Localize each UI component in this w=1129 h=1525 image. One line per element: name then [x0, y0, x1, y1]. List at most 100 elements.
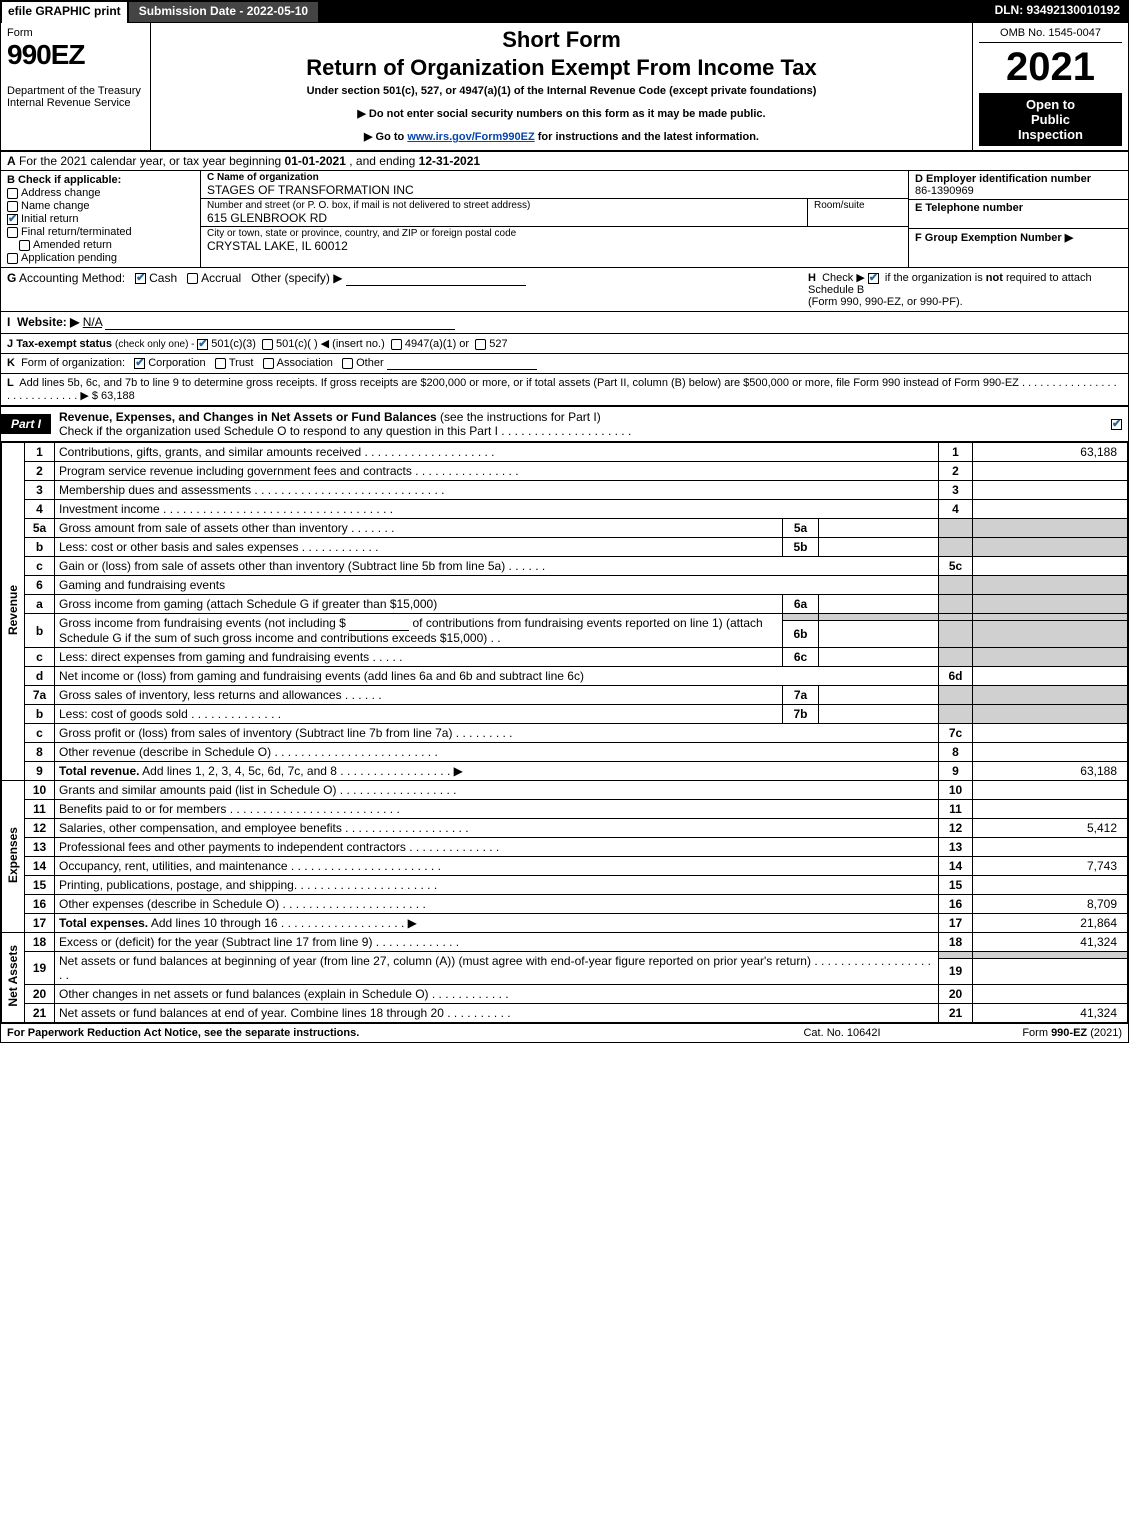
l6-amt [973, 576, 1128, 595]
l2-amt [973, 462, 1128, 481]
cb-name-change[interactable] [7, 201, 18, 212]
l10-no: 10 [25, 781, 55, 800]
l6d-no: d [25, 667, 55, 686]
l5a-no: 5a [25, 519, 55, 538]
h-text2: if the organization is [885, 272, 986, 284]
line-17: 17 Total expenses. Add lines 10 through … [2, 914, 1128, 933]
cb-4947[interactable] [391, 339, 402, 350]
l7a-desc: Gross sales of inventory, less returns a… [55, 686, 783, 705]
l6b-blank [349, 616, 409, 631]
irs-link[interactable]: www.irs.gov/Form990EZ [407, 131, 534, 143]
l6-no: 6 [25, 576, 55, 595]
cb-accrual[interactable] [187, 273, 198, 284]
form-word: Form [7, 27, 144, 39]
line-6b-text: b Gross income from fundraising events (… [2, 614, 1128, 621]
line-20: 20 Other changes in net assets or fund b… [2, 985, 1128, 1004]
l19-no: 19 [25, 952, 55, 985]
l6-rno [939, 576, 973, 595]
l19-amt [973, 958, 1128, 984]
section-i-website: I Website: ▶ N/A [1, 312, 1128, 334]
cb-trust[interactable] [215, 358, 226, 369]
efile-print-button[interactable]: efile GRAPHIC print [1, 1, 128, 23]
cb-amended-return[interactable] [19, 240, 30, 251]
line-15: 15 Printing, publications, postage, and … [2, 876, 1128, 895]
l6a-no: a [25, 595, 55, 614]
l11-rno: 11 [939, 800, 973, 819]
l4-amt [973, 500, 1128, 519]
lbl-initial-return: Initial return [21, 213, 78, 225]
line-8: 8 Other revenue (describe in Schedule O)… [2, 743, 1128, 762]
l6b-desc-pre: Gross income from fundraising events (no… [59, 616, 346, 630]
cb-527[interactable] [475, 339, 486, 350]
lbl-other-org: Other [356, 357, 384, 369]
addr-label: Number and street (or P. O. box, if mail… [207, 200, 801, 211]
sidelabel-net-assets: Net Assets [2, 933, 25, 1023]
l3-rno: 3 [939, 481, 973, 500]
l6c-no: c [25, 648, 55, 667]
ssn-warning: ▶ Do not enter social security numbers o… [159, 107, 964, 120]
sec-a-pre: For the 2021 calendar year, or tax year … [19, 154, 285, 168]
cb-corporation[interactable] [134, 358, 145, 369]
l21-no: 21 [25, 1004, 55, 1023]
cb-association[interactable] [263, 358, 274, 369]
other-org-line [387, 357, 537, 370]
l6a-subval [819, 595, 939, 614]
cb-application-pending[interactable] [7, 253, 18, 264]
lbl-amended-return: Amended return [33, 239, 112, 251]
lbl-final-return: Final return/terminated [21, 226, 132, 238]
form-number: 990EZ [7, 39, 144, 71]
cb-initial-return[interactable] [7, 214, 18, 225]
l5b-subval [819, 538, 939, 557]
l9-desc-bold: Total revenue. [59, 764, 139, 778]
topbar-spacer [319, 1, 986, 23]
sidelabel-expenses: Expenses [2, 781, 25, 933]
l6d-desc: Net income or (loss) from gaming and fun… [55, 667, 939, 686]
l12-no: 12 [25, 819, 55, 838]
l3-desc: Membership dues and assessments . . . . … [55, 481, 939, 500]
section-k-form-of-org: K Form of organization: Corporation Trus… [1, 354, 1128, 374]
line-6d: d Net income or (loss) from gaming and f… [2, 667, 1128, 686]
org-name-row: C Name of organization STAGES OF TRANSFO… [201, 171, 908, 199]
letter-b: B [7, 174, 15, 186]
cb-final-return[interactable] [7, 227, 18, 238]
letter-k: K [7, 357, 15, 369]
h-text4: (Form 990, 990-EZ, or 990-PF). [808, 296, 963, 308]
l3-no: 3 [25, 481, 55, 500]
l5b-no: b [25, 538, 55, 557]
l2-rno: 2 [939, 462, 973, 481]
department-label: Department of the Treasury Internal Reve… [7, 85, 144, 109]
line-12: 12 Salaries, other compensation, and emp… [2, 819, 1128, 838]
l14-no: 14 [25, 857, 55, 876]
cb-cash[interactable] [135, 273, 146, 284]
subtitle: Under section 501(c), 527, or 4947(a)(1)… [159, 85, 964, 97]
cb-schedule-o-part-i[interactable] [1111, 419, 1122, 430]
cb-501c3[interactable] [197, 339, 208, 350]
line-13: 13 Professional fees and other payments … [2, 838, 1128, 857]
topbar: efile GRAPHIC print Submission Date - 20… [1, 1, 1128, 23]
cb-schedule-b-not-required[interactable] [868, 273, 879, 284]
part-i-title: Revenue, Expenses, and Changes in Net As… [51, 407, 1111, 441]
inspect-line1: Open to [981, 97, 1120, 112]
l6c-amt [973, 648, 1128, 667]
l6c-rno [939, 648, 973, 667]
l9-amt: 63,188 [973, 762, 1128, 781]
cb-other-org[interactable] [342, 358, 353, 369]
lbl-accrual: Accrual [201, 271, 241, 285]
part-i-title-paren: (see the instructions for Part I) [440, 410, 601, 424]
section-b-checkboxes: B Check if applicable: Address change Na… [1, 171, 201, 267]
l6c-sub: 6c [783, 648, 819, 667]
l12-amt: 5,412 [973, 819, 1128, 838]
cb-address-change[interactable] [7, 188, 18, 199]
inspect-line3: Inspection [981, 127, 1120, 142]
j-label: Tax-exempt status [16, 338, 112, 350]
l7b-rno [939, 705, 973, 724]
l5c-rno: 5c [939, 557, 973, 576]
form-990ez-page: efile GRAPHIC print Submission Date - 20… [0, 0, 1129, 1043]
cb-501c[interactable] [262, 339, 273, 350]
footer-cat-no: Cat. No. 10642I [742, 1027, 942, 1039]
line-5c: c Gain or (loss) from sale of assets oth… [2, 557, 1128, 576]
l20-no: 20 [25, 985, 55, 1004]
l9-desc: Add lines 1, 2, 3, 4, 5c, 6d, 7c, and 8 … [142, 764, 463, 778]
line-7a: 7a Gross sales of inventory, less return… [2, 686, 1128, 705]
l11-desc: Benefits paid to or for members . . . . … [55, 800, 939, 819]
